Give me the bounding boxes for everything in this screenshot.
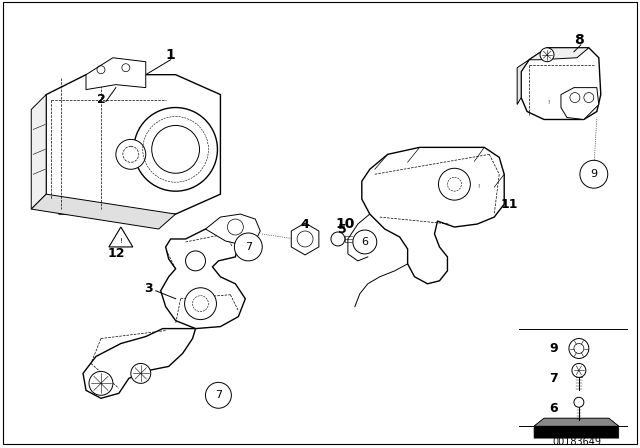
Polygon shape (46, 75, 220, 214)
Polygon shape (517, 60, 529, 104)
Polygon shape (86, 58, 146, 90)
Circle shape (116, 139, 146, 169)
Text: 7: 7 (550, 372, 558, 385)
Text: !: ! (120, 238, 122, 244)
Text: 00183649: 00183649 (552, 437, 602, 447)
Text: !: ! (547, 100, 549, 105)
Circle shape (205, 382, 232, 408)
Text: 5: 5 (337, 223, 346, 236)
Polygon shape (31, 194, 175, 229)
Text: 3: 3 (145, 282, 153, 295)
Polygon shape (161, 229, 245, 328)
Text: 9: 9 (590, 169, 597, 179)
Polygon shape (362, 147, 504, 284)
Text: !: ! (477, 184, 479, 189)
Circle shape (574, 397, 584, 407)
Circle shape (234, 233, 262, 261)
Polygon shape (534, 418, 619, 438)
Polygon shape (205, 214, 260, 244)
Circle shape (353, 230, 377, 254)
Circle shape (131, 363, 151, 383)
Polygon shape (291, 223, 319, 255)
Circle shape (438, 168, 470, 200)
Circle shape (331, 232, 345, 246)
Circle shape (540, 48, 554, 62)
Polygon shape (529, 48, 589, 60)
Text: 6: 6 (362, 237, 368, 247)
Text: 2: 2 (97, 93, 106, 106)
Text: 9: 9 (550, 342, 558, 355)
Text: 10: 10 (335, 217, 355, 231)
Circle shape (186, 251, 205, 271)
Text: 12: 12 (107, 247, 125, 260)
Text: 6: 6 (550, 402, 558, 415)
Polygon shape (31, 95, 46, 209)
Circle shape (569, 339, 589, 358)
Text: 7: 7 (244, 242, 252, 252)
Polygon shape (561, 88, 599, 120)
Text: 8: 8 (574, 33, 584, 47)
Circle shape (572, 363, 586, 377)
Text: 7: 7 (215, 390, 222, 401)
Text: 4: 4 (301, 218, 309, 231)
Polygon shape (83, 328, 196, 398)
Circle shape (184, 288, 216, 319)
Circle shape (134, 108, 218, 191)
Polygon shape (534, 418, 619, 426)
Circle shape (89, 371, 113, 395)
Text: 11: 11 (500, 198, 518, 211)
Text: 1: 1 (166, 48, 175, 62)
Circle shape (580, 160, 608, 188)
Polygon shape (521, 48, 601, 120)
